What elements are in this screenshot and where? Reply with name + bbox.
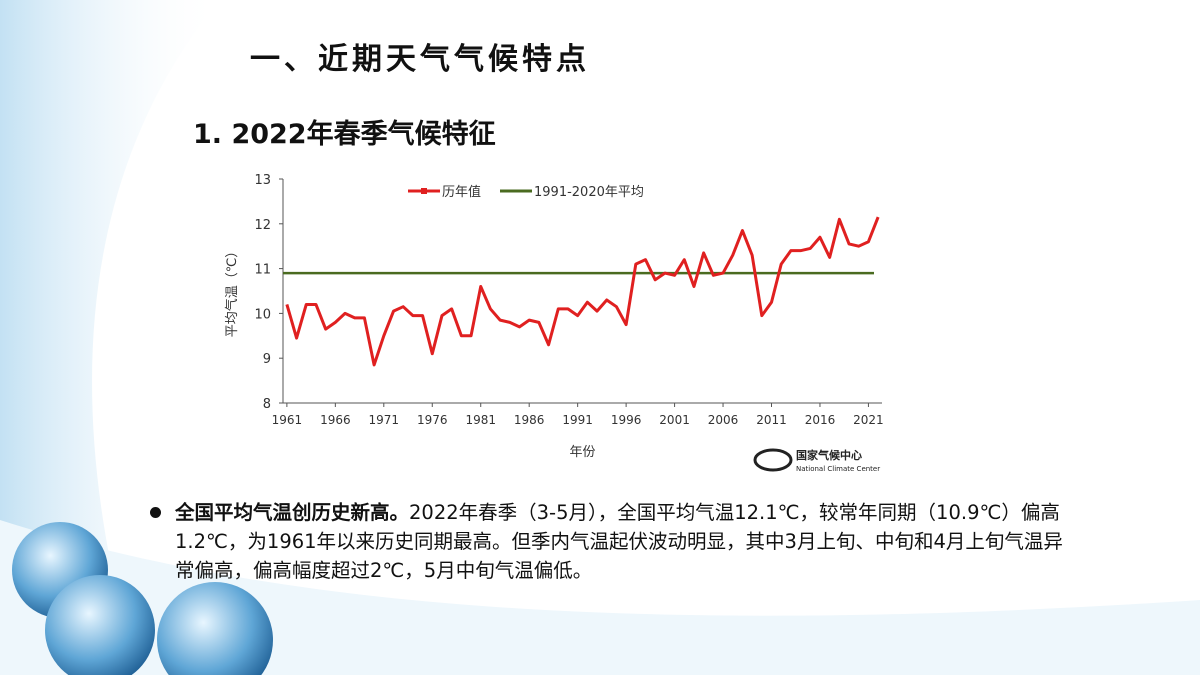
x-tick-label: 1981 [465,413,496,427]
y-tick-label: 11 [254,263,271,278]
slide-title: 一、近期天气气候特点 [250,42,590,77]
x-tick-label: 1991 [562,413,593,427]
bullet-body: 2022年春季（3-5月），全国平均气温12.1℃，较常年同期（10.9℃）偏高… [175,501,1063,582]
bullet-lead: 全国平均气温创历史新高。 [175,501,410,524]
x-tick-label: 2021 [853,413,884,427]
y-tick-label: 9 [263,352,271,367]
x-tick-label: 1986 [514,413,545,427]
bullet-text: 全国平均气温创历史新高。2022年春季（3-5月），全国平均气温12.1℃，较常… [175,498,1065,585]
section-title: 1. 2022年春季气候特征 [193,119,496,150]
x-tick-label: 2001 [659,413,690,427]
legend-marker [421,188,427,194]
series-line [285,216,880,367]
logo-emblem [753,448,793,472]
x-tick-label: 1996 [611,413,642,427]
logo-name-en: National Climate Center [796,465,880,473]
x-tick-label: 1961 [272,413,303,427]
y-tick-label: 13 [254,173,271,188]
x-tick-label: 2016 [805,413,836,427]
x-tick-label: 2006 [708,413,739,427]
legend-label: 历年值 [442,184,481,200]
x-tick-label: 1966 [320,413,351,427]
y-tick-label: 10 [254,307,271,322]
y-tick-label: 12 [254,218,271,233]
bullet-dot [150,507,161,518]
x-tick-label: 1976 [417,413,448,427]
y-tick-label: 8 [263,397,271,412]
x-tick-label: 1971 [369,413,400,427]
y-axis-label: 平均气温（℃） [224,245,240,338]
logo-name: 国家气候中心 [796,448,862,462]
x-axis-label: 年份 [569,445,595,460]
x-tick-label: 2011 [756,413,787,427]
legend-label: 1991-2020年平均 [534,185,644,200]
